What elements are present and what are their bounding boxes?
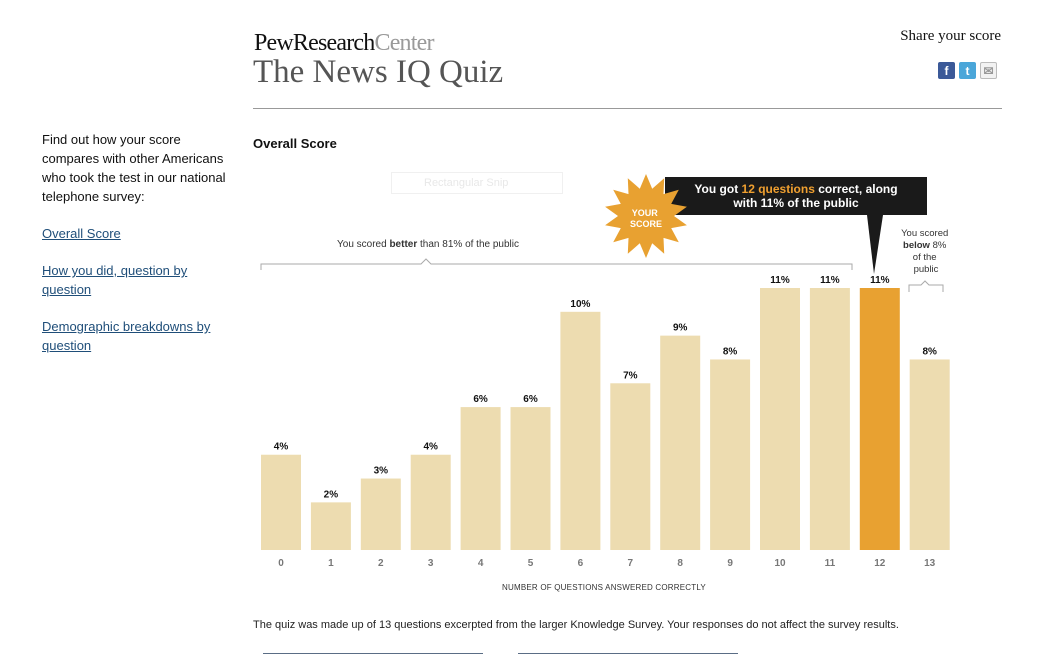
bar-2 xyxy=(360,478,401,550)
x-tick-label: 12 xyxy=(874,558,886,569)
bar-value-label: 4% xyxy=(423,442,438,453)
bar-value-label: 4% xyxy=(274,442,289,453)
bar-value-label: 8% xyxy=(922,346,937,357)
x-tick-label: 5 xyxy=(528,558,534,569)
bar-11 xyxy=(809,288,850,550)
svg-text:with 11% of the public: with 11% of the public xyxy=(732,196,859,210)
x-tick-label: 11 xyxy=(825,558,836,569)
bar-9 xyxy=(710,359,751,550)
bar-value-label: 6% xyxy=(523,394,538,405)
bar-12 xyxy=(859,288,900,550)
your-score-starburst: YOUR SCORE xyxy=(605,174,687,258)
email-icon[interactable]: ✉ xyxy=(980,62,997,79)
below-note: You scored below 8% of the public xyxy=(901,228,951,275)
bar-value-label: 11% xyxy=(820,275,840,286)
bar-value-label: 6% xyxy=(473,394,488,405)
bottom-button-edge-2 xyxy=(518,653,738,654)
x-tick-label: 3 xyxy=(428,558,434,569)
bar-8 xyxy=(660,335,701,550)
bar-4 xyxy=(460,407,501,550)
brand-logo[interactable]: PewResearchCenter xyxy=(254,30,434,57)
x-tick-label: 8 xyxy=(677,558,683,569)
brand-sub: Center xyxy=(374,30,434,56)
bar-10 xyxy=(760,288,800,550)
svg-text:You got 12 questions correct,: You got 12 questions correct, along xyxy=(694,182,897,196)
brand-main: PewResearch xyxy=(254,30,375,56)
bars-layer: 4% 0 2% 1 3% 2 4% 3 6% 4 6% 5 10% 6 7% 7 9% 8 8% 9 11% 10 11% 1… xyxy=(261,275,950,569)
bar-value-label: 11% xyxy=(770,275,790,286)
bar-3 xyxy=(410,454,451,550)
bar-13 xyxy=(909,359,950,550)
x-tick-label: 9 xyxy=(727,558,733,569)
x-tick-label: 2 xyxy=(378,558,384,569)
x-axis-title: NUMBER OF QUESTIONS ANSWERED CORRECTLY xyxy=(502,583,706,592)
bar-value-label: 8% xyxy=(723,346,738,357)
sidebar-link-question-by-question[interactable]: How you did, question by question xyxy=(42,263,188,297)
page-title: The News IQ Quiz xyxy=(253,54,504,90)
share-icons: f t ✉ xyxy=(938,62,997,79)
footnote: The quiz was made up of 13 questions exc… xyxy=(253,619,899,631)
bar-value-label: 3% xyxy=(374,466,389,477)
bar-value-label: 11% xyxy=(870,275,890,286)
your-score-badge: YOUR SCORE xyxy=(630,208,662,229)
score-chart: 4% 0 2% 1 3% 2 4% 3 6% 4 6% 5 10% 6 7% 7 9% 8 8% 9 11% 10 11% 1… xyxy=(260,174,951,592)
section-title: Overall Score xyxy=(253,136,337,151)
facebook-icon[interactable]: f xyxy=(938,62,955,79)
twitter-icon[interactable]: t xyxy=(959,62,976,79)
below-bracket xyxy=(908,280,944,292)
x-tick-label: 1 xyxy=(328,558,334,569)
header-divider xyxy=(253,108,1002,109)
bar-7 xyxy=(610,383,651,550)
x-tick-label: 6 xyxy=(578,558,584,569)
bar-value-label: 9% xyxy=(673,323,688,334)
bar-6 xyxy=(560,311,601,550)
x-tick-label: 7 xyxy=(628,558,634,569)
bar-0 xyxy=(261,454,301,550)
sidebar-intro: Find out how your score compares with ot… xyxy=(42,132,226,204)
sidebar-link-overall-score[interactable]: Overall Score xyxy=(42,226,121,241)
sidebar: Find out how your score compares with ot… xyxy=(42,130,232,355)
better-note: You scored better than 81% of the public xyxy=(337,239,519,250)
chart-annotations: You scored better than 81% of the public… xyxy=(260,174,951,292)
bar-value-label: 10% xyxy=(570,299,590,310)
score-callout: You got 12 questions correct, along with… xyxy=(665,177,927,274)
x-tick-label: 4 xyxy=(478,558,484,569)
sidebar-link-demographic-breakdowns[interactable]: Demographic breakdowns by question xyxy=(42,319,211,353)
ghost-overlay: Rectangular Snip xyxy=(391,172,563,194)
x-tick-label: 13 xyxy=(924,558,936,569)
bar-1 xyxy=(310,502,351,550)
better-bracket xyxy=(260,258,853,270)
x-tick-label: 10 xyxy=(774,558,786,569)
bar-value-label: 7% xyxy=(623,370,638,381)
share-label: Share your score xyxy=(900,28,1001,44)
x-tick-label: 0 xyxy=(278,558,284,569)
bar-5 xyxy=(510,407,551,550)
bar-value-label: 2% xyxy=(324,489,339,500)
bottom-button-edge-1 xyxy=(263,653,483,654)
